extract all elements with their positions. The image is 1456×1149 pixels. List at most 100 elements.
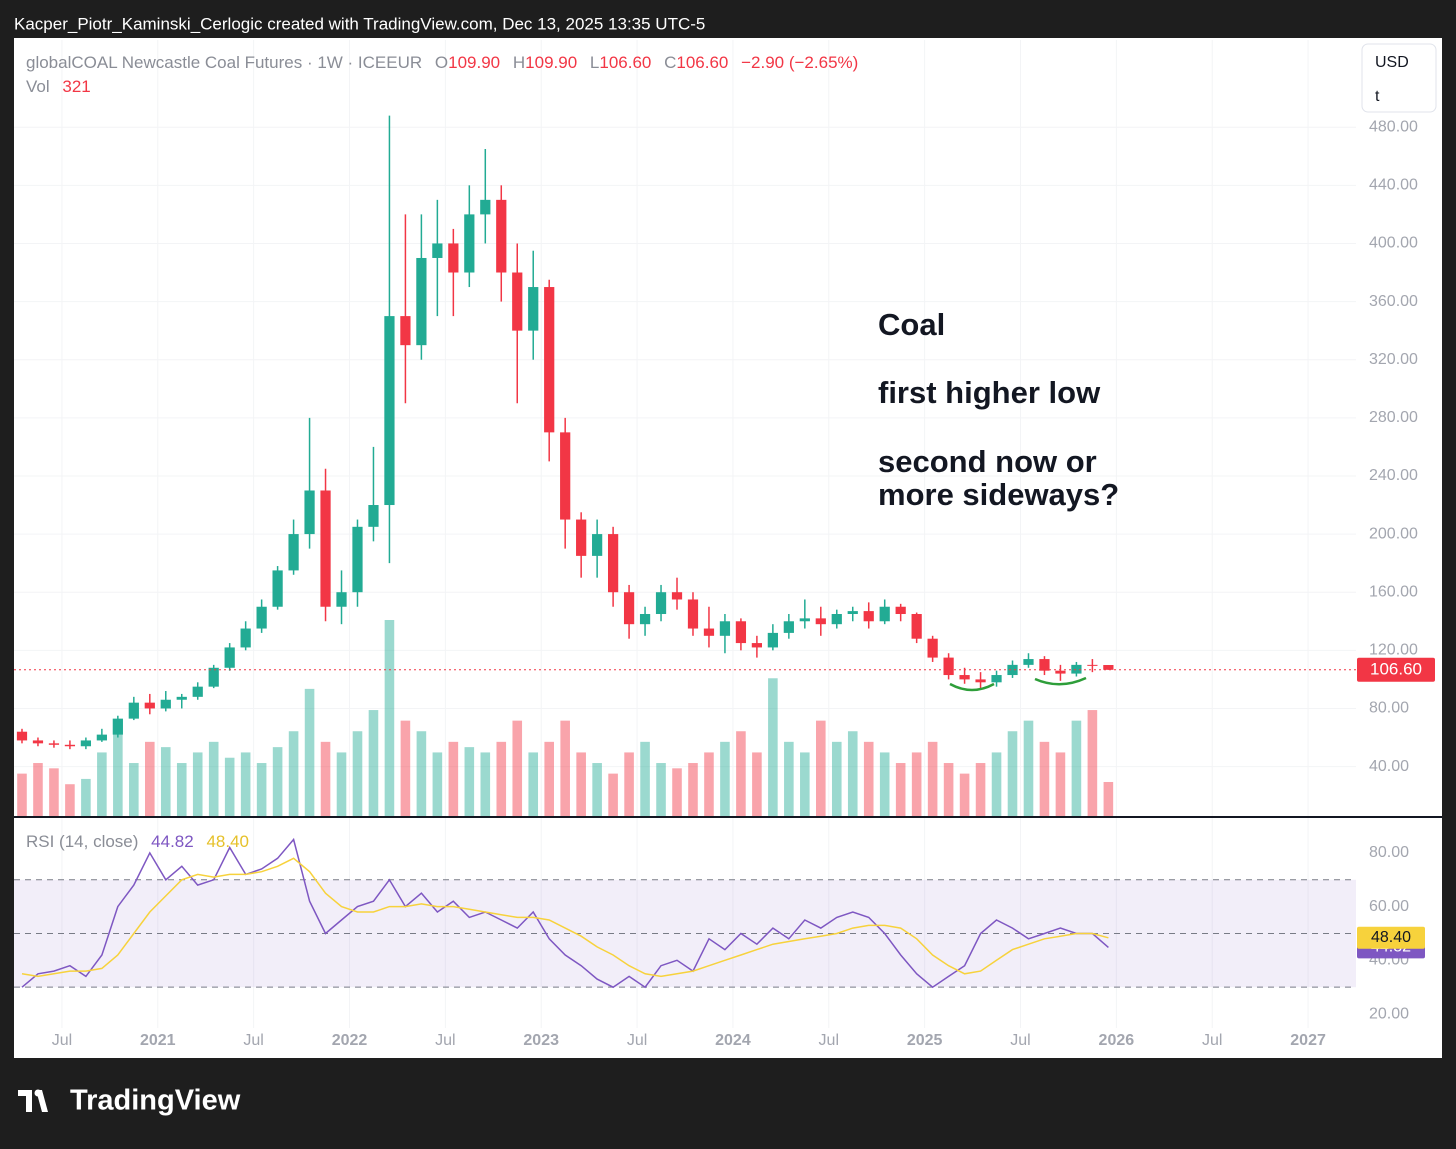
volume-bar [1023, 720, 1034, 816]
candle-body [560, 432, 571, 520]
volume-bar [672, 768, 682, 816]
ohlc-label: O [435, 53, 448, 72]
x-tick-label: 2024 [715, 1032, 751, 1049]
x-tick-label: Jul [1202, 1032, 1222, 1049]
brand-logo: TradingView [18, 1085, 241, 1117]
volume-bar [113, 720, 123, 816]
candle-body [1103, 665, 1114, 670]
volume-bar [129, 763, 139, 816]
rsi-title: RSI (14, close) [26, 832, 138, 851]
volume-bar [831, 741, 842, 816]
x-tick-label: 2022 [332, 1032, 368, 1049]
candle-body [943, 657, 954, 676]
candle-body [496, 199, 507, 273]
volume-bar [784, 741, 794, 816]
rsi-line [21, 857, 1109, 978]
volume-bar [208, 741, 219, 816]
volume-bar [97, 752, 107, 816]
candle-body [783, 621, 794, 633]
volume-bar [17, 773, 27, 816]
currency-box[interactable]: USD t [1361, 43, 1437, 113]
candle-body [879, 606, 890, 622]
candle-body [80, 740, 92, 747]
volume-bar [592, 763, 602, 816]
candle-body [336, 592, 347, 607]
candle-body [719, 621, 731, 636]
currency[interactable]: USD [1375, 54, 1409, 71]
volume-bar [256, 763, 267, 816]
x-tick-label: 2026 [1099, 1032, 1135, 1049]
volume-bar [1071, 720, 1082, 816]
volume-bar [224, 757, 235, 816]
volume-bar [895, 763, 906, 816]
volume-bar [688, 763, 698, 816]
y-tick-label: 160.00 [1369, 583, 1418, 600]
price-badge-label: 106.60 [1370, 659, 1422, 678]
volume-title: Vol [26, 77, 50, 96]
volume-bar [1039, 741, 1050, 816]
x-tick-label: Jul [1010, 1032, 1030, 1049]
candle-body [623, 592, 635, 625]
volume-bar [81, 778, 91, 816]
candle-body [927, 638, 938, 658]
y-tick-label: 200.00 [1369, 525, 1418, 542]
volume-value: 321 [62, 77, 90, 96]
volume-bar [560, 720, 570, 816]
logo-dot [34, 1089, 42, 1097]
volume-bar [416, 731, 427, 816]
volume-legend: Vol 321 [26, 77, 91, 96]
volume-bar [176, 763, 187, 816]
candle-body [1007, 664, 1018, 676]
candle-body [448, 243, 459, 273]
volume-bar [480, 752, 491, 816]
volume-bar [640, 741, 650, 816]
volume-bar [927, 741, 938, 816]
candle-body [368, 505, 379, 527]
volume-bar [336, 752, 347, 816]
candle-body [767, 632, 778, 648]
volume-bar [368, 710, 379, 816]
candle-body [911, 614, 922, 639]
candle-body [160, 699, 171, 709]
volume-bar [608, 773, 618, 816]
symbol-title: globalCOAL Newcastle Coal Futures · 1W ·… [26, 53, 422, 72]
rsi-badge [1357, 926, 1425, 949]
annotation: more sideways? [878, 477, 1119, 512]
unit[interactable]: t [1375, 88, 1380, 105]
volume-bar [863, 741, 874, 816]
candle-body [240, 628, 251, 648]
candle-body [416, 257, 427, 346]
volume-bar [576, 752, 586, 816]
currency-box-frame[interactable] [1361, 43, 1437, 113]
volume-bar [975, 763, 986, 816]
rsi-line [21, 837, 1109, 989]
volume-bar [160, 747, 171, 816]
rsi-value: 44.82 [151, 832, 194, 851]
candle-body [799, 618, 810, 622]
volume-bar [528, 752, 539, 816]
annotation: second now or [878, 444, 1097, 479]
y-tick-label: 80.00 [1369, 700, 1409, 717]
candle-body [895, 606, 906, 615]
brand-name: TradingView [70, 1085, 241, 1117]
candle-body [1087, 664, 1098, 666]
candle-body [607, 534, 619, 593]
y-tick-label: 440.00 [1369, 177, 1418, 194]
ohlc-label: L [590, 53, 599, 72]
candle-body [320, 490, 331, 607]
candle-body [639, 614, 651, 625]
volume-bar [272, 747, 283, 816]
change: −2.90 (−2.65%) [741, 53, 858, 72]
x-tick-label: 2021 [140, 1032, 176, 1049]
candle-body [480, 199, 491, 215]
x-tick-label: Jul [435, 1032, 455, 1049]
volume-bar [304, 688, 315, 816]
candle-body [655, 592, 667, 615]
rsi-badge-label: 48.40 [1371, 929, 1411, 946]
candle-body [144, 702, 155, 709]
volume-bar [400, 720, 411, 816]
ohlc-value: 109.90 [448, 53, 500, 72]
volume-bar [752, 752, 762, 816]
drawing-arc [949, 682, 995, 692]
